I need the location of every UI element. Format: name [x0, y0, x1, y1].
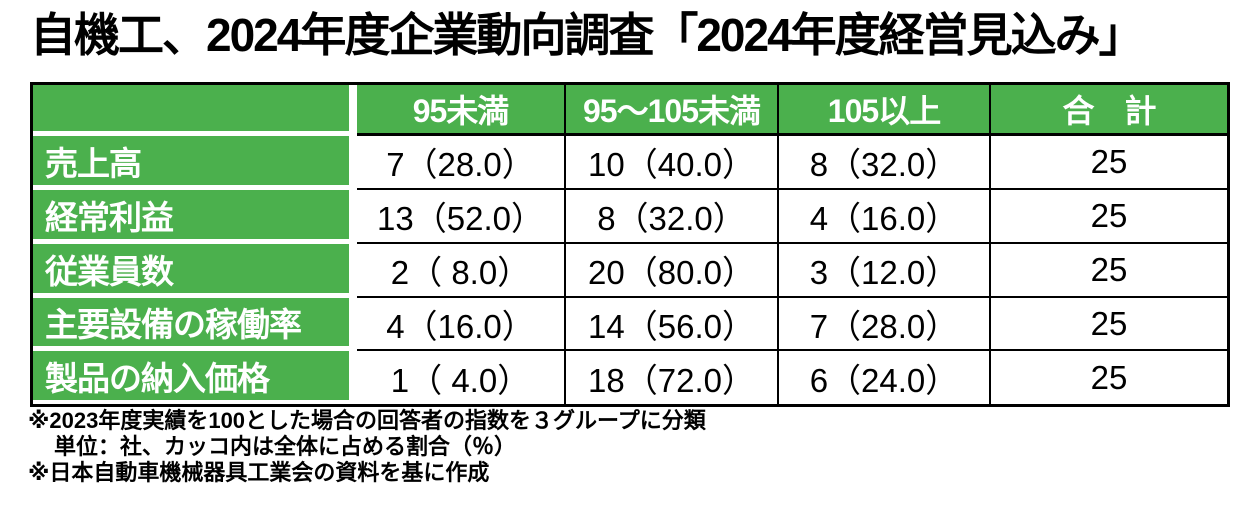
row-label-delivery-price: 製品の納入価格 — [33, 351, 349, 404]
table-cell: 3（12.0） — [777, 244, 989, 298]
column-header-95-105: 95〜105未満 — [564, 85, 777, 136]
column-gap — [349, 136, 357, 190]
corner-header-cell — [33, 85, 349, 136]
table-cell: 1（ 4.0） — [357, 351, 564, 404]
row-label-employees: 従業員数 — [33, 244, 349, 298]
table-cell: 10（40.0） — [564, 136, 777, 190]
column-gap — [349, 298, 357, 351]
table-cell: 25 — [989, 351, 1227, 404]
table-cell: 4（16.0） — [777, 190, 989, 244]
column-header-total: 合 計 — [989, 85, 1227, 136]
table-cell: 13（52.0） — [357, 190, 564, 244]
table-cell: 8（32.0） — [777, 136, 989, 190]
table-cell: 20（80.0） — [564, 244, 777, 298]
column-gap — [349, 85, 357, 136]
survey-table: 95未満 95〜105未満 105以上 合 計 売上高 7（28.0） 10（4… — [30, 82, 1230, 407]
footnote-units: 単位：社、カッコ内は全体に占める割合（％） — [54, 434, 517, 459]
column-header-over-105: 105以上 — [777, 85, 989, 136]
table-cell: 25 — [989, 136, 1227, 190]
table-cell: 25 — [989, 298, 1227, 351]
page-title: 自機工、2024年度企業動向調査「2024年度経営見込み」 — [30, 9, 1145, 61]
table-cell: 6（24.0） — [777, 351, 989, 404]
table-cell: 2（ 8.0） — [357, 244, 564, 298]
table-cell: 14（56.0） — [564, 298, 777, 351]
column-gap — [349, 351, 357, 404]
row-label-ordinary-profit: 経常利益 — [33, 190, 349, 244]
footnotes: ※2023年度実績を100とした場合の回答者の指数を３グループに分類 単位：社、… — [28, 408, 1218, 486]
table-cell: 25 — [989, 190, 1227, 244]
column-header-under-95: 95未満 — [357, 85, 564, 136]
table-cell: 4（16.0） — [357, 298, 564, 351]
table-cell: 8（32.0） — [564, 190, 777, 244]
table-cell: 18（72.0） — [564, 351, 777, 404]
column-gap — [349, 190, 357, 244]
table-cell: 7（28.0） — [777, 298, 989, 351]
table-cell: 7（28.0） — [357, 136, 564, 190]
footnote-source: ※日本自動車機械器具工業会の資料を基に作成 — [28, 460, 490, 485]
row-label-equipment-utilization: 主要設備の稼働率 — [33, 298, 349, 351]
footnote-classification: ※2023年度実績を100とした場合の回答者の指数を３グループに分類 — [28, 408, 706, 433]
row-label-sales: 売上高 — [33, 136, 349, 190]
column-gap — [349, 244, 357, 298]
table-cell: 25 — [989, 244, 1227, 298]
